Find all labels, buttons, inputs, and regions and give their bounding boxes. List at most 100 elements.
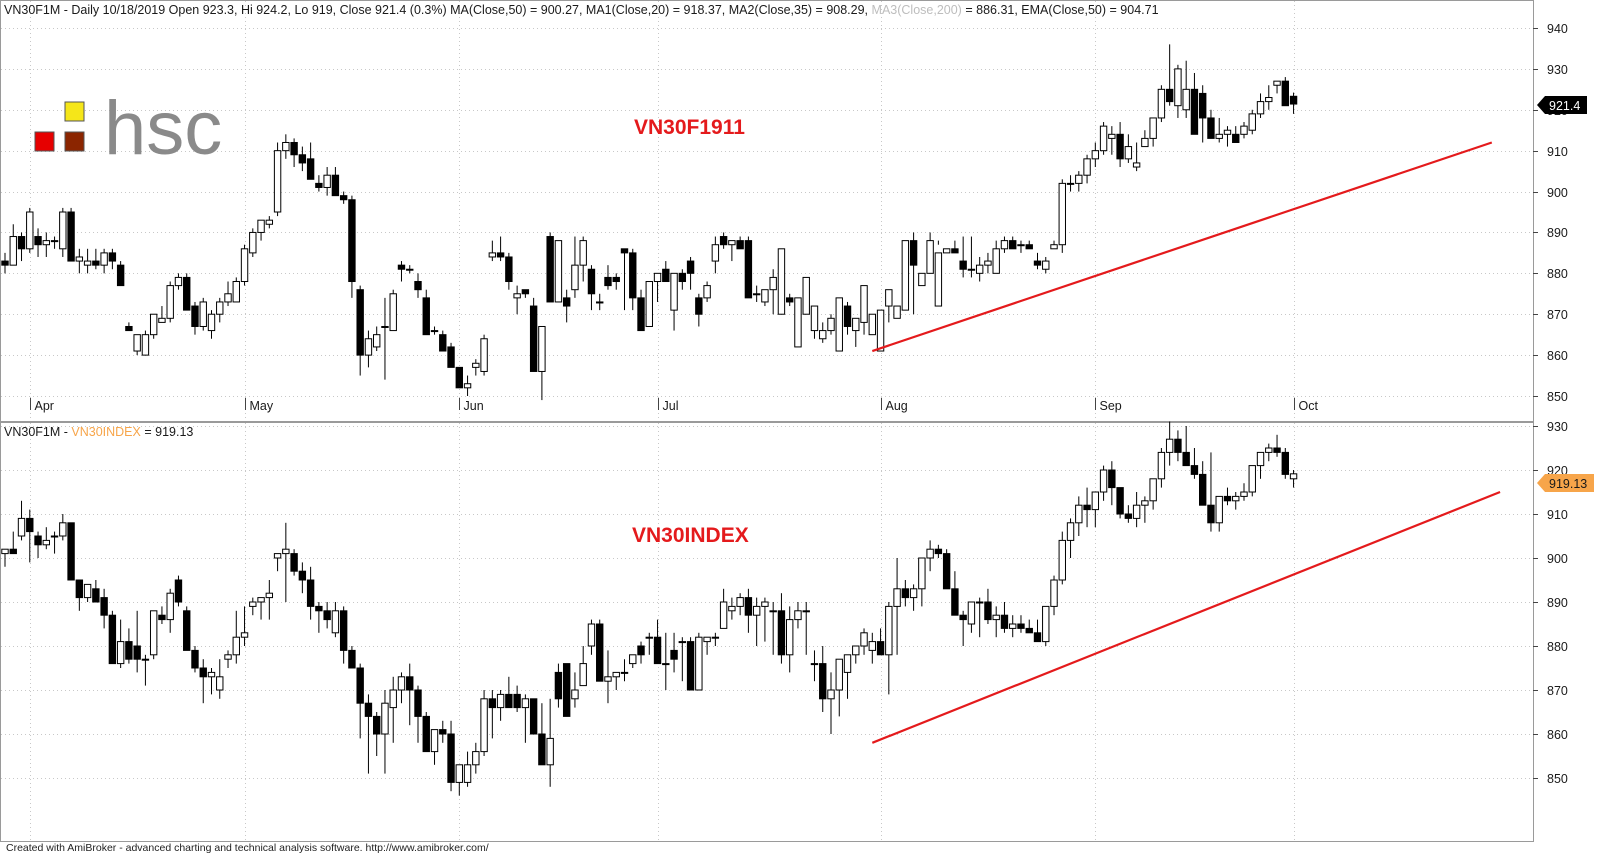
candle [612,273,620,290]
price-tick-label: 900 [1547,186,1568,200]
candle-body-up [794,297,802,348]
candle-body-down [1009,240,1017,250]
candle-body-down [298,154,307,164]
candle-body-up [455,764,464,783]
candle-body-down [744,240,753,299]
candle [835,658,843,717]
candle-body-up [612,671,620,678]
candle-body-up [381,325,389,328]
candle-body-up [1248,465,1256,493]
candle [290,549,298,576]
candle [26,207,34,253]
candle [232,277,240,303]
candle [373,326,381,352]
candle [356,285,364,376]
candle-body-down [191,305,199,327]
candle-body-up [1215,495,1223,524]
candle-body-down [1124,513,1133,519]
candle-body-down [951,588,959,616]
candle-body-down [9,548,17,555]
candle-body-up [59,211,67,250]
price-tick-label: 880 [1547,267,1568,281]
candle [364,694,373,774]
candle-body-up [827,317,835,332]
candle-body-down [529,305,538,372]
candle [1000,602,1009,633]
candle-body-down [92,260,100,266]
candle-body-down [26,517,34,533]
candle [1182,426,1190,467]
candle [959,236,967,278]
candle-body-down [1190,465,1199,475]
candle-body-up [430,729,439,753]
candle [315,175,323,192]
candle [819,646,827,712]
candle-body-up [909,588,918,599]
candle-body-down [744,597,753,616]
candle-body-down [629,252,637,299]
candle-body-down [786,297,794,303]
price-tick-label: 940 [1547,22,1568,36]
candle-body-down [538,733,546,766]
candle-body-up [406,268,414,271]
candle-body-up [158,317,166,323]
candle-body-up [199,301,207,327]
candle [1182,60,1190,118]
candle-body-down [1199,473,1207,506]
candle [455,366,464,389]
top-last-value-badge: 921.4 [1537,96,1587,114]
candle [967,601,976,633]
candle [711,632,720,646]
candle-body-up [1083,158,1091,176]
candle-body-up [1042,605,1050,643]
candle [455,764,464,796]
candle [1116,122,1124,168]
candle-body-up [116,641,125,665]
candle-body-up [835,297,843,352]
candle [1099,122,1108,155]
candle-body-up [1240,125,1248,135]
candle-body-up [166,285,174,319]
candle-body-down [843,305,852,327]
candle-body-up [975,264,984,274]
candle-body-up [59,522,67,537]
candle-body-up [1289,473,1298,480]
candle [587,619,596,655]
candle [232,610,240,664]
candle-body-down [1025,244,1033,250]
candle [92,580,100,603]
candle-body-down [637,645,645,656]
candle-body-down [422,297,430,336]
candle [719,232,728,249]
candle [926,540,934,572]
candle [860,628,868,655]
candle [17,232,26,262]
candle [1108,461,1116,506]
candle [1083,154,1091,184]
candle [529,698,538,735]
candle-body-up [571,689,579,700]
candle-body-up [546,737,554,766]
candle [1157,85,1166,123]
candle-body-down [1289,95,1298,105]
candle-body-down [695,297,703,315]
candle-body-up [662,663,670,666]
candle-body-down [1232,133,1240,143]
candle [1223,487,1232,506]
candle [397,672,406,704]
candle [670,632,678,673]
candle [1223,126,1232,147]
price-tick-label: 850 [1547,772,1568,786]
candle-body-up [1232,495,1240,502]
candle [653,619,662,665]
candle-body-up [1091,150,1100,160]
candle [1265,85,1273,110]
candle [1265,443,1273,462]
candle [909,232,918,315]
candle [967,236,976,278]
candle-body-down [17,236,26,250]
candle-body-down [422,715,430,753]
candle-body-up [810,663,819,666]
candle-body-up [1223,129,1232,135]
candle-body-down [116,264,125,287]
